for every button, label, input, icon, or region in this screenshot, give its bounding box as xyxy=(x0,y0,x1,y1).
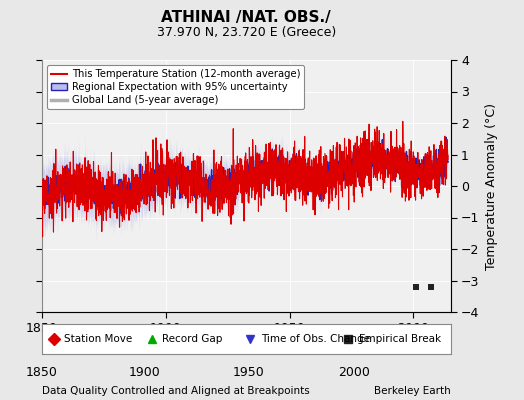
Text: Empirical Break: Empirical Break xyxy=(358,334,441,344)
Y-axis label: Temperature Anomaly (°C): Temperature Anomaly (°C) xyxy=(485,102,498,270)
Text: 1900: 1900 xyxy=(128,366,160,379)
Text: Station Move: Station Move xyxy=(64,334,133,344)
Text: ATHINAI /NAT. OBS./: ATHINAI /NAT. OBS./ xyxy=(161,10,331,25)
Text: Berkeley Earth: Berkeley Earth xyxy=(374,386,451,396)
Text: Time of Obs. Change: Time of Obs. Change xyxy=(260,334,369,344)
Legend: This Temperature Station (12-month average), Regional Expectation with 95% uncer: This Temperature Station (12-month avera… xyxy=(47,65,304,109)
Text: Data Quality Controlled and Aligned at Breakpoints: Data Quality Controlled and Aligned at B… xyxy=(42,386,310,396)
Text: 1850: 1850 xyxy=(26,366,58,379)
Text: Record Gap: Record Gap xyxy=(162,334,223,344)
Text: 2000: 2000 xyxy=(338,366,369,379)
Text: 37.970 N, 23.720 E (Greece): 37.970 N, 23.720 E (Greece) xyxy=(157,26,336,39)
Text: 1950: 1950 xyxy=(233,366,265,379)
